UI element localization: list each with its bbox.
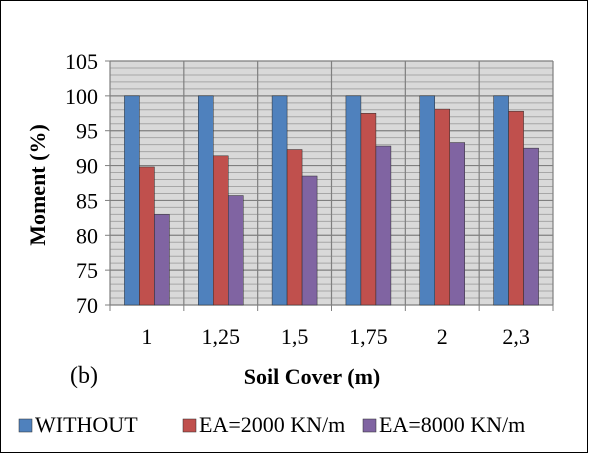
bar-ea-8000-kn-m-4 bbox=[449, 142, 465, 306]
x-axis-ticks: 1 1,25 1,5 1,75 2 2,3 bbox=[109, 305, 554, 349]
x-tick-label: 2,3 bbox=[502, 324, 530, 349]
legend-swatch-ea-2000-kn-m bbox=[182, 418, 197, 433]
bar-without-1 bbox=[198, 95, 214, 306]
legend-swatch-ea-8000-kn-m bbox=[362, 418, 377, 433]
bar-ea-8000-kn-m-0 bbox=[154, 214, 170, 306]
y-tick-label: 105 bbox=[65, 49, 98, 74]
x-tick-label: 1 bbox=[141, 324, 152, 349]
x-tick-label: 1,25 bbox=[202, 324, 241, 349]
bar-ea-2000-kn-m-0 bbox=[139, 166, 155, 306]
legend-swatch-without bbox=[18, 418, 33, 433]
bar-without-5 bbox=[493, 95, 509, 306]
panel-label: (b) bbox=[70, 363, 98, 389]
y-tick-label: 100 bbox=[65, 84, 98, 109]
legend-label: EA=8000 KN/m bbox=[379, 412, 525, 437]
y-axis-ticks: 70 75 80 85 90 95 100 105 bbox=[65, 49, 110, 318]
x-tick-label: 2 bbox=[437, 324, 448, 349]
y-tick-label: 80 bbox=[76, 223, 98, 248]
bar-ea-2000-kn-m-2 bbox=[286, 149, 303, 306]
y-tick-label: 90 bbox=[76, 154, 98, 179]
legend-label: WITHOUT bbox=[35, 412, 138, 437]
y-tick-label: 70 bbox=[76, 293, 98, 318]
bar-ea-8000-kn-m-2 bbox=[301, 175, 318, 306]
bar-without-3 bbox=[345, 95, 362, 306]
bar-ea-2000-kn-m-1 bbox=[213, 155, 229, 306]
y-tick-label: 75 bbox=[76, 258, 98, 283]
bar-ea-8000-kn-m-5 bbox=[523, 147, 539, 306]
legend: WITHOUT EA=2000 KN/m EA=8000 KN/m bbox=[18, 412, 525, 437]
bar-ea-2000-kn-m-5 bbox=[508, 110, 524, 306]
bar-ea-2000-kn-m-4 bbox=[434, 108, 450, 306]
bar-without-2 bbox=[271, 95, 288, 306]
legend-label: EA=2000 KN/m bbox=[199, 412, 345, 437]
x-axis-title: Soil Cover (m) bbox=[244, 364, 380, 389]
x-tick-label: 1,5 bbox=[281, 324, 309, 349]
bar-ea-2000-kn-m-3 bbox=[360, 113, 377, 306]
bar-ea-8000-kn-m-1 bbox=[228, 195, 244, 306]
bar-ea-8000-kn-m-3 bbox=[375, 145, 392, 306]
bar-without-0 bbox=[124, 95, 140, 306]
x-tick-label: 1,75 bbox=[349, 324, 388, 349]
y-axis-title: Moment (%) bbox=[25, 124, 50, 246]
y-tick-label: 85 bbox=[76, 188, 98, 213]
y-tick-label: 95 bbox=[76, 119, 98, 144]
plot-area bbox=[109, 60, 554, 306]
bar-without-4 bbox=[419, 95, 435, 306]
